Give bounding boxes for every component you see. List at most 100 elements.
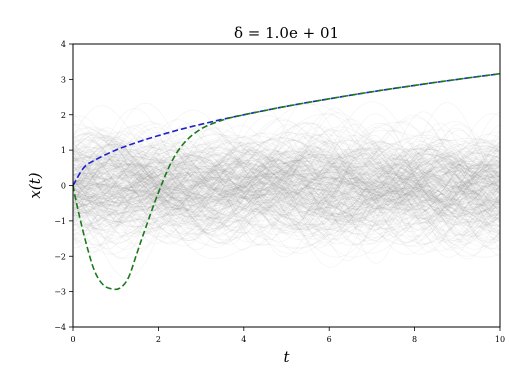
sample-path (72, 170, 501, 235)
sample-path (72, 139, 501, 216)
sample-path (72, 145, 501, 245)
sample-path (72, 127, 501, 279)
sample-path (72, 153, 501, 208)
sample-path (72, 155, 501, 221)
sample-path (72, 170, 501, 217)
sample-path (72, 112, 501, 221)
sample-path (72, 130, 501, 220)
sample-path (72, 131, 501, 213)
x-axis-label: t (283, 348, 290, 366)
sample-path (73, 159, 501, 213)
sample-path (72, 173, 501, 225)
sample-path (72, 135, 501, 210)
sample-path (72, 112, 501, 228)
y-tick-label: −4 (54, 323, 66, 332)
sample-path (72, 154, 501, 232)
sample-path (72, 159, 501, 218)
sample-path (73, 153, 501, 242)
sample-path (72, 140, 501, 213)
sample-path (72, 118, 501, 222)
sample-path (72, 127, 501, 255)
sample-path (72, 139, 501, 253)
y-axis-label: x(t) (26, 172, 44, 198)
sample-path (72, 138, 501, 216)
sample-path (72, 139, 501, 214)
series-line-2 (72, 72, 501, 291)
sample-path (72, 105, 501, 212)
x-axis: 0 2 4 6 8 10 (70, 327, 505, 344)
sample-path (72, 123, 501, 210)
sample-path (72, 148, 501, 205)
y-tick-label: 2 (61, 111, 66, 120)
sample-path (72, 125, 501, 236)
sample-path (72, 148, 501, 206)
sample-path (72, 142, 501, 200)
sample-path (72, 146, 501, 218)
sample-path (72, 171, 501, 221)
sample-path (72, 132, 501, 236)
sample-path (72, 134, 501, 240)
sample-path (72, 102, 501, 225)
sample-path (72, 174, 501, 228)
sample-path (72, 143, 501, 219)
sample-path (72, 161, 501, 241)
sample-path (72, 140, 501, 243)
sample-path (72, 152, 501, 220)
sample-path (72, 157, 501, 246)
sample-path (72, 165, 501, 241)
sample-path (72, 146, 501, 249)
sample-path (72, 167, 501, 237)
sample-path (72, 140, 501, 213)
y-tick-label: −1 (54, 217, 66, 226)
sample-path (72, 141, 501, 208)
sample-path (72, 149, 501, 209)
sample-path (72, 151, 501, 258)
sample-path (72, 145, 501, 244)
sample-path (72, 131, 501, 224)
sample-path (72, 143, 501, 206)
sample-path (72, 146, 501, 201)
sample-path (72, 152, 501, 212)
sample-path (72, 175, 501, 200)
sample-path (72, 156, 501, 214)
sample-path (72, 147, 501, 237)
chart-title: δ = 1.0e + 01 (234, 24, 339, 42)
sample-path (72, 133, 501, 240)
sample-path (72, 147, 501, 211)
sample-path (72, 129, 501, 222)
sample-path (72, 109, 501, 225)
sample-path (72, 172, 501, 230)
sample-path (72, 148, 501, 200)
sample-path (72, 151, 501, 258)
sample-path (72, 154, 501, 203)
sample-path (72, 121, 501, 215)
sample-path (72, 123, 501, 226)
sample-path (72, 158, 501, 245)
sample-path (72, 128, 501, 214)
sample-path (72, 144, 501, 241)
y-tick-label: 1 (61, 146, 66, 155)
x-tick-label: 0 (70, 335, 75, 344)
sample-path (72, 167, 501, 249)
sample-path (72, 144, 501, 211)
sample-path (72, 173, 501, 221)
sample-path (72, 136, 501, 245)
sample-path (73, 150, 501, 198)
sample-path (72, 161, 501, 225)
sample-path (72, 173, 501, 250)
sample-path (72, 146, 501, 227)
sample-path (72, 134, 501, 247)
sample-path (72, 167, 501, 248)
sample-path (72, 154, 501, 236)
sample-path (72, 118, 501, 195)
sample-path (72, 149, 501, 225)
sample-path (72, 137, 501, 201)
sample-path (72, 169, 501, 250)
y-tick-label: 4 (61, 40, 66, 49)
x-tick-label: 6 (327, 335, 332, 344)
sample-path (72, 140, 501, 237)
sample-path (72, 148, 501, 203)
sample-path (72, 174, 501, 237)
sample-path (72, 134, 501, 243)
sample-path (72, 154, 501, 227)
